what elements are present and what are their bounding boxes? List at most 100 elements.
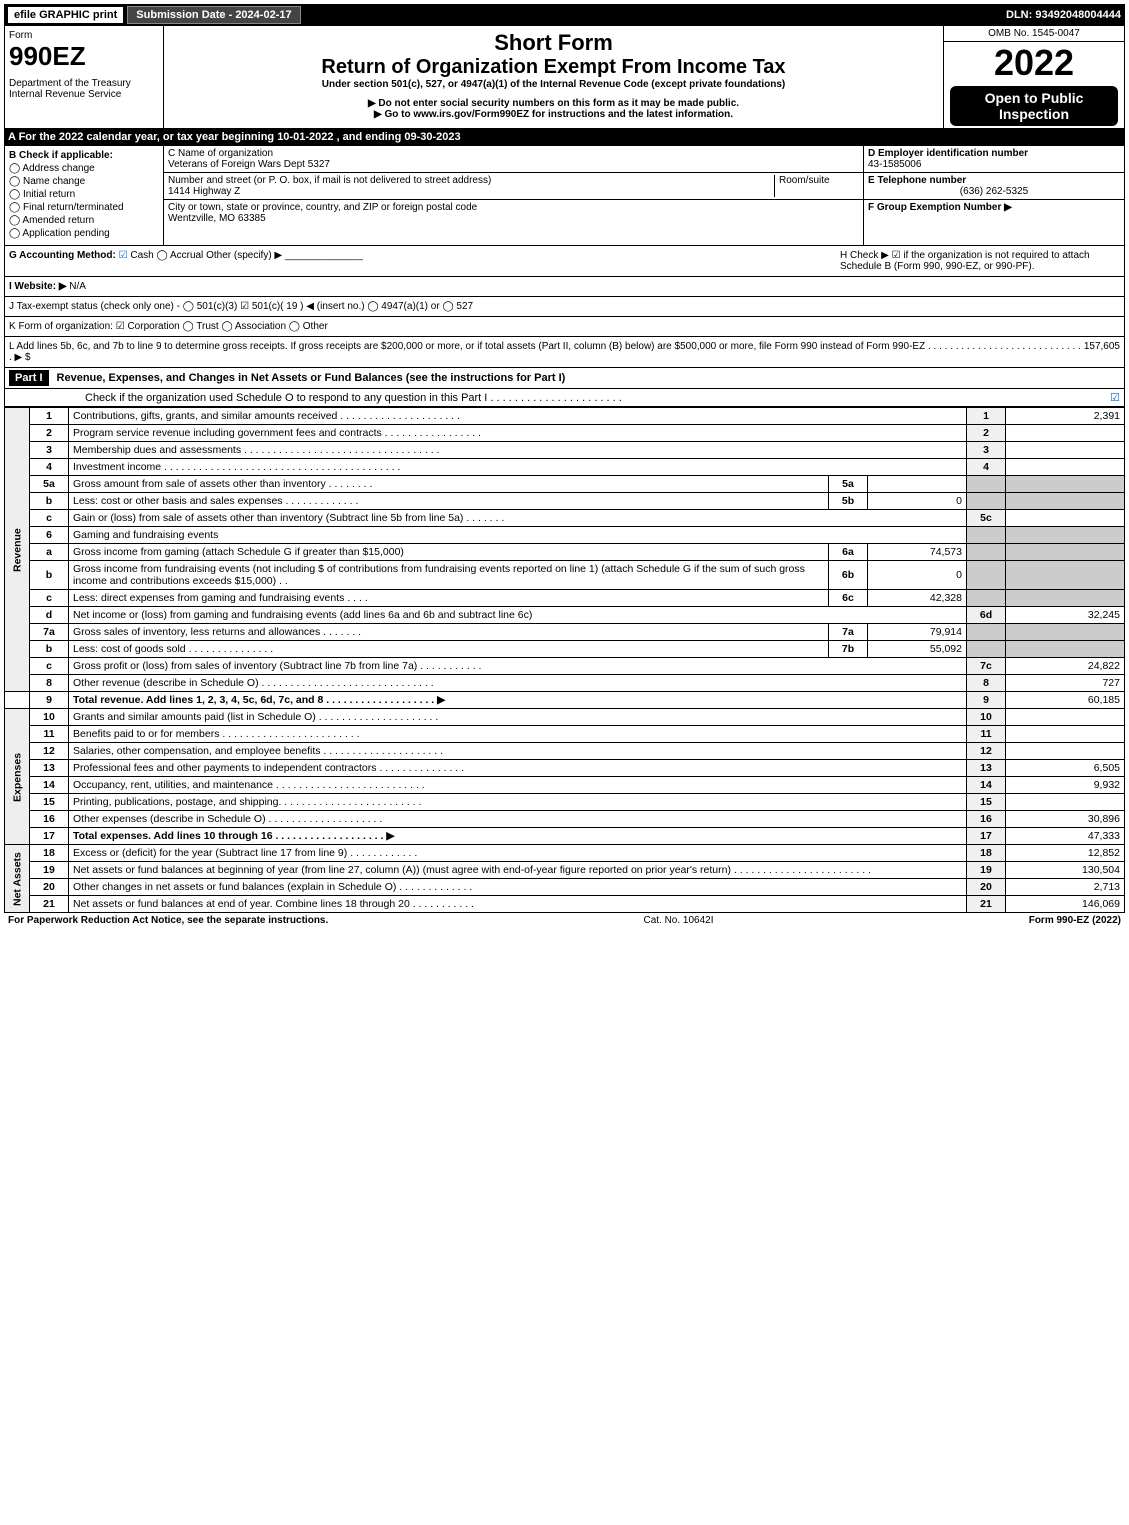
line-7b-subval: 55,092 (868, 641, 967, 658)
dept-treasury: Department of the Treasury Internal Reve… (9, 78, 159, 100)
line-17-text: Total expenses. Add lines 10 through 16 … (69, 828, 967, 845)
line-6b-valshade (1006, 561, 1125, 590)
form-subtitle: Under section 501(c), 527, or 4947(a)(1)… (168, 79, 939, 90)
line-15-text: Printing, publications, postage, and shi… (69, 794, 967, 811)
chk-final-return[interactable]: ◯ Final return/terminated (9, 202, 159, 213)
line-7b-text: Less: cost of goods sold . . . . . . . .… (69, 641, 829, 658)
line-1-ref: 1 (967, 408, 1006, 425)
line-1-val: 2,391 (1006, 408, 1125, 425)
line-6-shade (967, 527, 1006, 544)
line-13-num: 13 (30, 760, 69, 777)
form-header: Form 990EZ Department of the Treasury In… (4, 26, 1125, 129)
line-16-text: Other expenses (describe in Schedule O) … (69, 811, 967, 828)
ein: 43-1585006 (868, 159, 921, 170)
line-6-num: 6 (30, 527, 69, 544)
form-number: 990EZ (9, 41, 159, 72)
line-14-ref: 14 (967, 777, 1006, 794)
line-6c-subval: 42,328 (868, 590, 967, 607)
line-6d-text: Net income or (loss) from gaming and fun… (69, 607, 967, 624)
line-21-text: Net assets or fund balances at end of ye… (69, 896, 967, 913)
line-8-num: 8 (30, 675, 69, 692)
line-20-num: 20 (30, 879, 69, 896)
line-10-num: 10 (30, 709, 69, 726)
efile-print-button[interactable]: efile GRAPHIC print (8, 7, 123, 23)
box-b-title: B Check if applicable: (9, 150, 113, 161)
chk-cash[interactable]: ☑ (119, 250, 128, 261)
line-8-text: Other revenue (describe in Schedule O) .… (69, 675, 967, 692)
chk-initial-return[interactable]: ◯ Initial return (9, 189, 159, 200)
form-label: Form (9, 30, 159, 41)
line-5a-shade (967, 476, 1006, 493)
form-ref: Form 990-EZ (2022) (1029, 915, 1121, 926)
line-4-num: 4 (30, 459, 69, 476)
other-method: Other (specify) ▶ (206, 250, 282, 261)
line-11-num: 11 (30, 726, 69, 743)
line-7c-val: 24,822 (1006, 658, 1125, 675)
line-5c-text: Gain or (loss) from sale of assets other… (69, 510, 967, 527)
form-title: Return of Organization Exempt From Incom… (168, 56, 939, 79)
org-name: Veterans of Foreign Wars Dept 5327 (168, 159, 859, 170)
line-3-num: 3 (30, 442, 69, 459)
street-label: Number and street (or P. O. box, if mail… (168, 175, 774, 186)
line-7b-num: b (30, 641, 69, 658)
line-12-num: 12 (30, 743, 69, 760)
line-10-val (1006, 709, 1125, 726)
line-19-num: 19 (30, 862, 69, 879)
line-6b-subval: 0 (868, 561, 967, 590)
row-j: J Tax-exempt status (check only one) - ◯… (4, 297, 1125, 317)
line-6c-num: c (30, 590, 69, 607)
line-16-ref: 16 (967, 811, 1006, 828)
line-4-ref: 4 (967, 459, 1006, 476)
line-6c-valshade (1006, 590, 1125, 607)
info-grid: B Check if applicable: ◯ Address change … (4, 145, 1125, 246)
line-10-text: Grants and similar amounts paid (list in… (69, 709, 967, 726)
line-6d-ref: 6d (967, 607, 1006, 624)
chk-application-pending[interactable]: ◯ Application pending (9, 228, 159, 239)
line-1-text: Contributions, gifts, grants, and simila… (69, 408, 967, 425)
line-9-val: 60,185 (1006, 692, 1125, 709)
line-7a-num: 7a (30, 624, 69, 641)
cat-no: Cat. No. 10642I (643, 915, 713, 926)
line-15-ref: 15 (967, 794, 1006, 811)
group-exemption-label: F Group Exemption Number ▶ (868, 202, 1012, 213)
line-21-val: 146,069 (1006, 896, 1125, 913)
room-suite-label: Room/suite (774, 175, 859, 197)
paperwork-notice: For Paperwork Reduction Act Notice, see … (8, 915, 328, 926)
line-18-text: Excess or (deficit) for the year (Subtra… (69, 845, 967, 862)
city-label: City or town, state or province, country… (168, 202, 859, 213)
line-5b-sublbl: 5b (829, 493, 868, 510)
line-6-text: Gaming and fundraising events (69, 527, 967, 544)
chk-name-change[interactable]: ◯ Name change (9, 176, 159, 187)
line-16-val: 30,896 (1006, 811, 1125, 828)
line-19-text: Net assets or fund balances at beginning… (69, 862, 967, 879)
line-3-val (1006, 442, 1125, 459)
telephone: (636) 262-5325 (868, 186, 1120, 197)
chk-amended-return[interactable]: ◯ Amended return (9, 215, 159, 226)
line-11-ref: 11 (967, 726, 1006, 743)
line-5c-val (1006, 510, 1125, 527)
line-5b-subval: 0 (868, 493, 967, 510)
line-3-text: Membership dues and assessments . . . . … (69, 442, 967, 459)
part1-schedule-o-check[interactable]: ☑ (1110, 391, 1120, 404)
line-2-ref: 2 (967, 425, 1006, 442)
chk-address-change[interactable]: ◯ Address change (9, 163, 159, 174)
line-6b-num: b (30, 561, 69, 590)
line-19-val: 130,504 (1006, 862, 1125, 879)
line-6c-shade (967, 590, 1006, 607)
omb-number: OMB No. 1545-0047 (944, 26, 1124, 42)
net-assets-vert-label: Net Assets (5, 845, 30, 913)
line-13-val: 6,505 (1006, 760, 1125, 777)
goto-link[interactable]: ▶ Go to www.irs.gov/Form990EZ for instru… (168, 109, 939, 120)
line-2-val (1006, 425, 1125, 442)
line-13-text: Professional fees and other payments to … (69, 760, 967, 777)
dln: DLN: 93492048004444 (1006, 9, 1121, 21)
line-7a-subval: 79,914 (868, 624, 967, 641)
line-7a-sublbl: 7a (829, 624, 868, 641)
line-7b-sublbl: 7b (829, 641, 868, 658)
line-20-val: 2,713 (1006, 879, 1125, 896)
line-7b-valshade (1006, 641, 1125, 658)
line-1-num: 1 (30, 408, 69, 425)
line-2-text: Program service revenue including govern… (69, 425, 967, 442)
line-12-val (1006, 743, 1125, 760)
line-3-ref: 3 (967, 442, 1006, 459)
